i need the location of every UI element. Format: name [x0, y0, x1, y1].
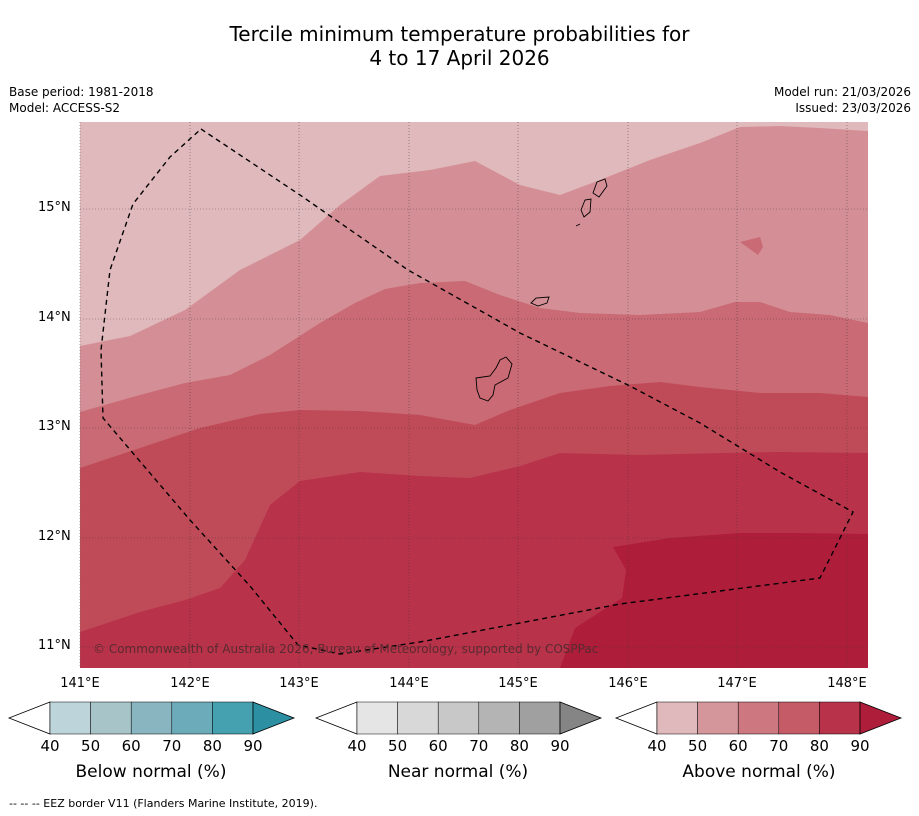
colorbar-extend-low [314, 701, 358, 735]
colorbar-extend-high [252, 701, 296, 735]
lon-label-146: 146°E [608, 676, 648, 691]
colorbar-tick-label: 50 [688, 737, 708, 755]
colorbar-segment [397, 701, 439, 735]
map-title: Tercile minimum temperature probabilitie… [0, 22, 919, 70]
band-above-60-patch [740, 237, 763, 255]
lat-label-12: 12°N [38, 529, 71, 544]
colorbar-tick-label: 70 [469, 737, 489, 755]
colorbar-segment [49, 701, 91, 735]
colorbar-tick-label: 80 [809, 737, 829, 755]
meta-right: Model run: 21/03/2026 Issued: 23/03/2026 [774, 84, 911, 116]
title-line-1: Tercile minimum temperature probabilitie… [229, 22, 690, 46]
colorbar-tick-label: 40 [347, 737, 367, 755]
lat-label-13: 13°N [38, 419, 71, 434]
island-rota [530, 296, 550, 307]
model-run: Model run: 21/03/2026 [773, 85, 911, 99]
lat-label-11: 11°N [38, 638, 71, 653]
colorbar-tick-label: 60 [728, 737, 748, 755]
colorbar-segment [130, 701, 173, 735]
colorbar-title-near: Near normal (%) [387, 762, 529, 782]
islands [475, 178, 608, 402]
graticule [79, 122, 868, 668]
colorbar-extend-high [859, 701, 903, 735]
colorbar-tick-label: 80 [509, 737, 529, 755]
lon-label-143: 143°E [279, 676, 319, 691]
colorbar-extend-low [7, 701, 51, 735]
colorbar-tick-label: 70 [162, 737, 182, 755]
probability-field [80, 122, 868, 668]
colorbar-extend-low [614, 701, 658, 735]
colorbar-tick-label: 60 [121, 737, 141, 755]
colorbar-tick-label: 60 [428, 737, 448, 755]
colorbar-segment [212, 701, 254, 735]
base-period: Base period: 1981-2018 [9, 85, 154, 99]
title-line-2: 4 to 17 April 2026 [369, 46, 550, 70]
colorbar-tick-label: 90 [550, 737, 570, 755]
lon-label-148: 148°E [827, 676, 867, 691]
model-name: Model: ACCESS-S2 [9, 101, 121, 115]
colorbar-segment [819, 701, 861, 735]
colorbar-segment [656, 701, 698, 735]
colorbar-extend-high [559, 701, 603, 735]
colorbar-segment [697, 701, 739, 735]
island-saipan [592, 178, 608, 198]
lon-label-147: 147°E [717, 676, 757, 691]
lon-label-145: 145°E [498, 676, 538, 691]
colorbar-title-below: Below normal (%) [75, 762, 227, 782]
colorbar-segment [437, 701, 480, 735]
colorbar-tick-label: 50 [81, 737, 101, 755]
colorbar-title-above: Above normal (%) [682, 762, 836, 782]
colorbar-above-normal [614, 701, 903, 735]
island-aguijan [575, 223, 581, 227]
colorbar-segment [171, 701, 213, 735]
meta-left: Base period: 1981-2018 Model: ACCESS-S2 [9, 84, 154, 116]
colorbar-tick-label: 40 [647, 737, 667, 755]
colorbar-below-normal [7, 701, 296, 735]
colorbar-tick-label: 40 [40, 737, 60, 755]
island-guam [475, 356, 513, 402]
colorbar-tick-label: 50 [388, 737, 408, 755]
colorbar-tick-label: 90 [243, 737, 263, 755]
colorbar-segment [519, 701, 561, 735]
eez-legend-note: -- -- -- EEZ border V11 (Flanders Marine… [9, 797, 318, 810]
colorbar-segment [478, 701, 520, 735]
colorbar-tick-label: 90 [850, 737, 870, 755]
colorbar-segment [778, 701, 820, 735]
island-tinian [580, 198, 592, 218]
lat-label-15: 15°N [38, 200, 71, 215]
colorbar-tick-label: 70 [769, 737, 789, 755]
colorbar-segment [737, 701, 780, 735]
lon-label-142: 142°E [170, 676, 210, 691]
colorbar-segment [356, 701, 398, 735]
lon-label-141: 141°E [60, 676, 100, 691]
colorbar-tick-label: 80 [202, 737, 222, 755]
copyright: © Commonwealth of Australia 2026, Bureau… [93, 642, 599, 656]
issued-date: Issued: 23/03/2026 [795, 101, 911, 115]
colorbar-segment [90, 701, 132, 735]
band-above-90 [560, 533, 868, 668]
lat-label-14: 14°N [38, 310, 71, 325]
eez-border [100, 128, 854, 655]
lon-label-144: 144°E [389, 676, 429, 691]
colorbar-near-normal [314, 701, 603, 735]
